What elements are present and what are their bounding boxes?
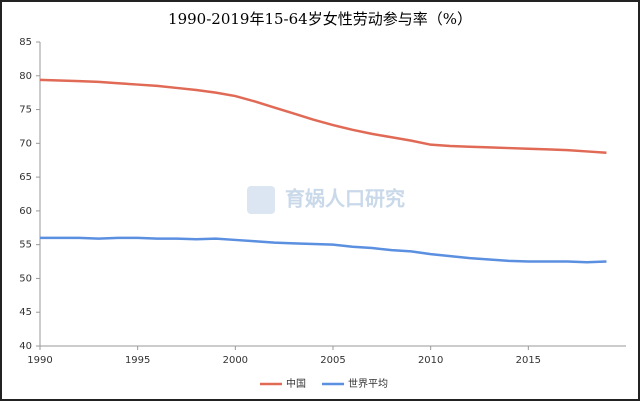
x-tick-label: 1995	[125, 355, 150, 366]
y-tick-label: 75	[19, 105, 32, 116]
legend-label: 世界平均	[348, 378, 388, 390]
chart-title: 1990-2019年15-64岁女性劳动参与率（%）	[168, 10, 472, 28]
y-tick-label: 55	[19, 240, 32, 251]
y-tick-label: 50	[19, 273, 32, 284]
series-line	[40, 236, 607, 264]
y-tick-label: 60	[19, 206, 32, 217]
x-tick-label: 2010	[418, 355, 443, 366]
watermark: 育娲人口研究	[285, 187, 405, 211]
y-tick-label: 85	[19, 37, 32, 48]
y-tick-label: 70	[19, 138, 32, 149]
y-tick-label: 80	[19, 71, 32, 82]
x-tick-label: 2005	[320, 355, 345, 366]
watermark-logo	[247, 186, 275, 214]
x-tick-label: 1990	[27, 355, 52, 366]
x-tick-label: 2000	[223, 355, 248, 366]
y-tick-label: 40	[19, 341, 32, 352]
series-line	[39, 78, 607, 155]
y-tick-label: 65	[19, 172, 32, 183]
x-tick-label: 2015	[516, 355, 541, 366]
y-tick-label: 45	[19, 307, 32, 318]
legend-label: 中国	[286, 377, 306, 390]
